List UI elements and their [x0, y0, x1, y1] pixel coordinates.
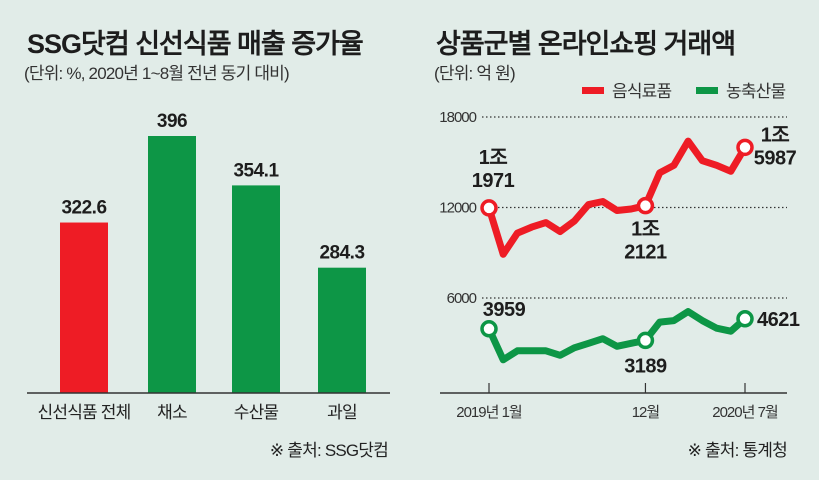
- bar-category-label: 채소: [157, 403, 187, 422]
- bar-category-label: 신선식품 전체: [38, 403, 131, 422]
- data-label: 1971: [472, 170, 515, 192]
- bar-chart-source: ※ 출처: SSG닷컴: [270, 441, 388, 460]
- data-label: 3189: [624, 355, 667, 377]
- bars: 322.6 신선식품 전체 396 채소 354.1 수산물 284.3 과일: [38, 111, 366, 422]
- bar: [148, 136, 196, 393]
- data-point-marker: [736, 310, 754, 328]
- x-ticks: 2019년 1월 12월 2020년 7월: [456, 383, 779, 421]
- y-tick-label: 12000: [439, 200, 476, 217]
- data-point-marker: [636, 196, 655, 215]
- x-tick-label: 2020년 7월: [712, 404, 778, 421]
- x-tick-label: 12월: [632, 404, 660, 421]
- x-tick-label: 2019년 1월: [456, 404, 522, 421]
- bar-value-label: 322.6: [61, 198, 106, 219]
- series-line-agri: [485, 308, 748, 364]
- data-label: 2121: [624, 242, 667, 264]
- series-line-food: [485, 137, 749, 258]
- bar-category-label: 과일: [327, 403, 357, 422]
- legend-swatch-agri: [696, 87, 718, 94]
- y-tick-label: 18000: [439, 109, 476, 126]
- data-label: 1조: [761, 124, 790, 146]
- bar: [60, 222, 108, 393]
- data-label: 5987: [754, 147, 797, 169]
- line-chart-panel: 상품군별 온라인쇼핑 거래액 (단위: 억 원) 음식료품 농축산물 18000…: [434, 29, 800, 460]
- y-tick-label: 6000: [447, 290, 477, 307]
- data-label: 3959: [483, 299, 526, 321]
- bar-category-label: 수산물: [234, 403, 279, 422]
- bar: [232, 185, 280, 393]
- data-point-marker: [736, 138, 754, 157]
- bar-value-label: 354.1: [233, 160, 279, 181]
- data-point-marker: [480, 320, 498, 338]
- legend-label-agri: 농축산물: [726, 82, 786, 101]
- line-chart-title: 상품군별 온라인쇼핑 거래액: [436, 29, 735, 59]
- bar-chart-panel: SSG닷컴 신선식품 매출 증가율 (단위: %, 2020년 1~8월 전년 …: [24, 29, 390, 460]
- data-label: 1조: [479, 147, 508, 169]
- data-point-marker: [480, 199, 498, 217]
- line-chart-subtitle: (단위: 억 원): [434, 64, 515, 83]
- data-label: 1조: [631, 219, 660, 241]
- bar-chart-title: SSG닷컴 신선식품 매출 증가율: [27, 29, 363, 59]
- legend-label-food: 음식료품: [612, 82, 672, 101]
- bar-value-label: 396: [157, 111, 187, 132]
- bar: [318, 267, 366, 393]
- line-chart-source: ※ 출처: 통계청: [688, 441, 787, 460]
- data-label: 4621: [757, 309, 800, 331]
- bar-value-label: 284.3: [319, 243, 364, 264]
- bar-chart-subtitle: (단위: %, 2020년 1~8월 전년 동기 대비): [24, 64, 289, 83]
- legend: 음식료품 농축산물: [582, 82, 786, 101]
- data-point-marker: [636, 331, 655, 350]
- legend-swatch-food: [582, 87, 604, 94]
